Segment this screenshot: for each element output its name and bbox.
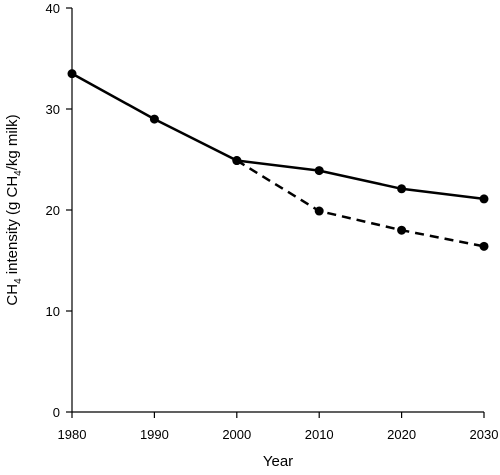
x-tick-label: 2020 (387, 427, 416, 442)
series-dashed (232, 156, 489, 251)
x-axis-label: Year (263, 453, 293, 470)
series-line-dashed (236, 159, 485, 248)
x-tick-label: 2000 (222, 427, 251, 442)
x-tick-label: 1980 (58, 427, 87, 442)
y-tick-label: 30 (46, 102, 60, 117)
data-point (314, 206, 324, 216)
chart-axes (71, 8, 484, 413)
y-axis-label: CH4 intensity (g CH4/kg milk) (4, 114, 24, 305)
x-tick-label: 2030 (470, 427, 499, 442)
y-tick-label: 40 (46, 1, 60, 16)
x-tick-label: 1990 (140, 427, 169, 442)
data-point (149, 114, 159, 124)
y-tick-label: 20 (46, 203, 60, 218)
series-line-solid (71, 72, 485, 201)
x-tick-label: 2010 (305, 427, 334, 442)
data-point (479, 194, 489, 204)
data-point (397, 225, 407, 235)
data-point (397, 184, 407, 194)
data-point (67, 69, 77, 79)
series-solid (67, 69, 489, 204)
y-tick-label: 0 (53, 405, 60, 420)
y-tick-label: 10 (46, 304, 60, 319)
chart-series (67, 69, 489, 251)
data-point (232, 156, 242, 166)
data-point (479, 241, 489, 251)
data-point (314, 166, 324, 176)
